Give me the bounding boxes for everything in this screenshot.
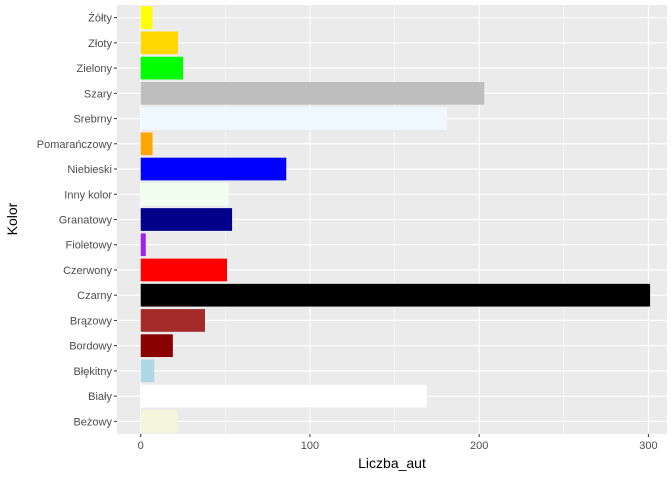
y-tick-label: Błękitny bbox=[73, 366, 112, 378]
x-axis-title: Liczba_aut bbox=[358, 455, 426, 471]
y-tick-label: Bordowy bbox=[69, 341, 112, 353]
bar-14 bbox=[140, 56, 183, 80]
bar-7 bbox=[140, 233, 146, 257]
x-tick-labels: 0 100 200 300 bbox=[138, 434, 658, 452]
x-tick-label: 0 bbox=[138, 440, 144, 452]
y-tick-label: Niebieski bbox=[67, 164, 112, 176]
bar-9 bbox=[140, 182, 229, 206]
y-tick-label: Fioletowy bbox=[66, 240, 113, 252]
bar-0 bbox=[140, 410, 178, 433]
y-tick-label: Brązowy bbox=[70, 315, 113, 327]
y-tick-label: Srebrny bbox=[73, 114, 112, 126]
bar-13 bbox=[140, 81, 485, 105]
bar-12 bbox=[140, 107, 447, 130]
bar-8 bbox=[140, 208, 233, 231]
bar-2 bbox=[140, 359, 155, 383]
bars bbox=[140, 6, 651, 433]
bar-10 bbox=[140, 157, 287, 181]
y-tick-label: Czarny bbox=[77, 290, 112, 302]
x-tick-label: 300 bbox=[639, 440, 657, 452]
bar-16 bbox=[140, 6, 153, 29]
y-tick-label: Biały bbox=[88, 391, 112, 403]
x-tick-label: 100 bbox=[301, 440, 319, 452]
y-tick-label: Szary bbox=[84, 88, 113, 100]
bar-15 bbox=[140, 31, 178, 55]
bar-5 bbox=[140, 283, 651, 307]
y-tick-label: Pomarańczowy bbox=[37, 139, 113, 151]
x-tick-label: 200 bbox=[470, 440, 488, 452]
bar-11 bbox=[140, 132, 153, 156]
y-tick-label: Beżowy bbox=[73, 416, 112, 428]
y-tick-label: Żółty bbox=[88, 12, 112, 25]
bar-3 bbox=[140, 334, 173, 358]
y-tick-label: Czerwony bbox=[63, 265, 112, 277]
y-tick-labels: Beżowy Biały Błękitny Bordowy Brązowy Czarny C… bbox=[37, 12, 117, 428]
bar-1 bbox=[140, 384, 427, 408]
bar-6 bbox=[140, 258, 227, 282]
y-tick-label: Granatowy bbox=[59, 215, 113, 227]
y-tick-label: Inny kolor bbox=[64, 189, 112, 201]
y-axis-title: Kolor bbox=[4, 202, 20, 235]
y-tick-label: Zielony bbox=[77, 63, 113, 75]
y-tick-label: Złoty bbox=[88, 38, 112, 50]
bar-4 bbox=[140, 309, 205, 332]
